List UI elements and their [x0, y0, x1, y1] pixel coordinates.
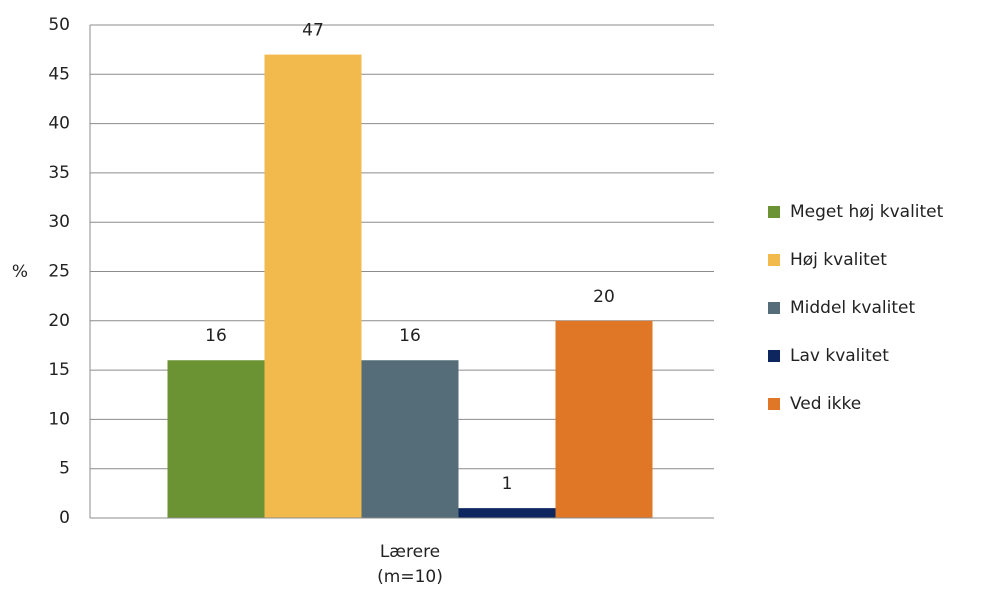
value-label: 20 [593, 287, 615, 307]
value-label: 16 [399, 326, 421, 346]
y-tick-label: 30 [48, 212, 70, 232]
y-tick-label: 15 [48, 360, 70, 380]
legend-label: Lav kvalitet [790, 346, 889, 366]
x-tick-label: Lærere (m=10) [377, 542, 443, 587]
legend-label: Høj kvalitet [790, 250, 887, 270]
legend-label: Ved ikke [790, 394, 861, 414]
y-tick-label: 10 [48, 409, 70, 429]
bar [167, 360, 265, 518]
legend-swatch [768, 350, 780, 362]
y-tick-label: 0 [59, 508, 70, 528]
y-tick-label: 35 [48, 163, 70, 183]
bar [361, 360, 459, 518]
legend-swatch [768, 398, 780, 410]
value-label: 47 [302, 21, 324, 41]
legend-label: Middel kvalitet [790, 298, 915, 318]
y-tick-label: 20 [48, 311, 70, 331]
legend-swatch [768, 302, 780, 314]
bar [555, 320, 653, 518]
value-label: 1 [502, 474, 513, 494]
legend-swatch [768, 206, 780, 218]
y-tick-label: 5 [59, 459, 70, 479]
y-axis-label: % [12, 262, 28, 282]
legend-swatch [768, 254, 780, 266]
y-tick-label: 50 [48, 15, 70, 35]
y-tick-label: 45 [48, 64, 70, 84]
y-tick-label: 40 [48, 114, 70, 134]
bar [264, 54, 362, 518]
legend-label: Meget høj kvalitet [790, 202, 944, 222]
bar [458, 508, 556, 518]
value-label: 16 [205, 326, 227, 346]
y-tick-label: 25 [48, 262, 70, 282]
